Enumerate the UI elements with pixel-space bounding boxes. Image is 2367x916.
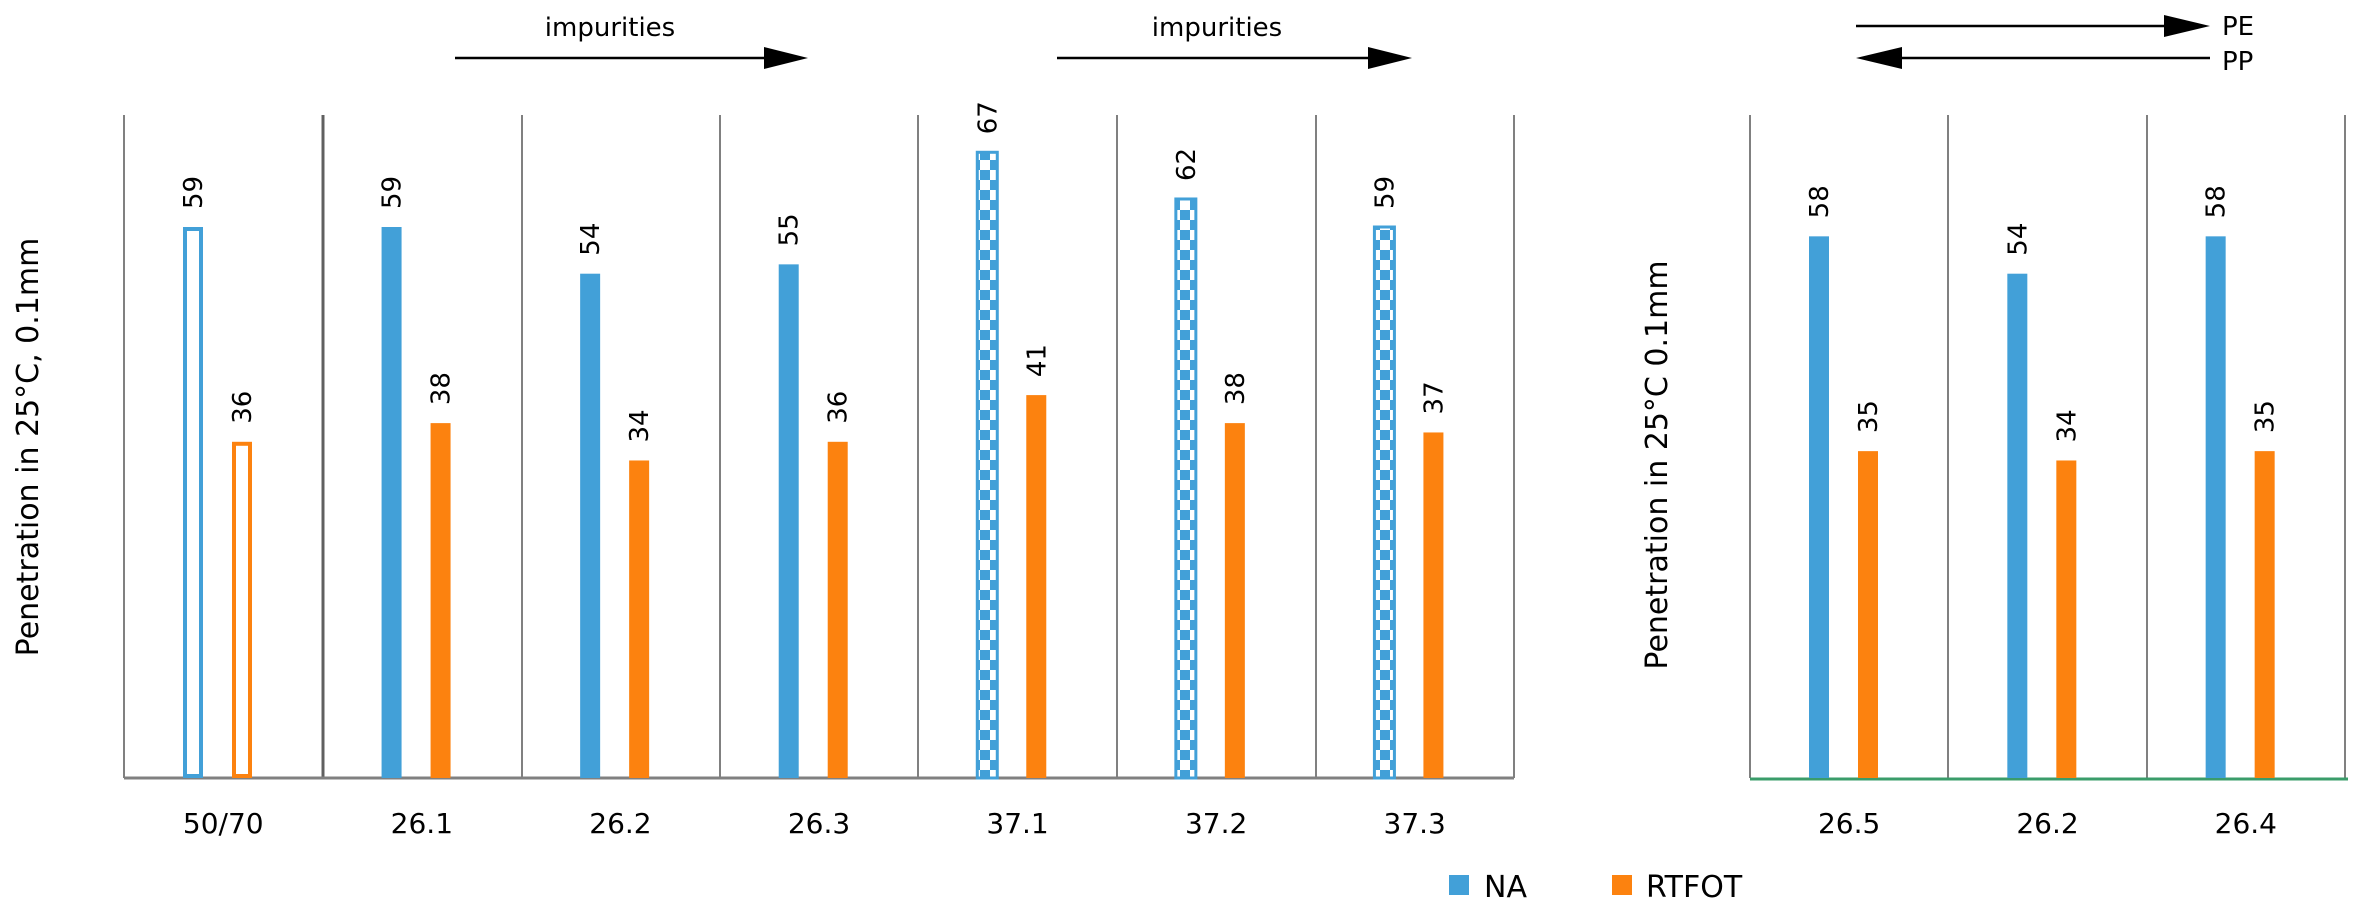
left-y-axis-label: Penetration in 25°C, 0.1mm [11, 238, 46, 657]
right-tick-label-26.5: 26.5 [1818, 807, 1880, 840]
pe-label: PE [2222, 12, 2254, 42]
left-data-label-na-50/70: 59 [179, 176, 209, 209]
left-data-label-rtfot-26.3: 36 [824, 391, 854, 424]
left-bar-rtfot-37.2 [1224, 423, 1245, 778]
left-tick-label-26.2: 26.2 [589, 807, 651, 840]
legend-swatch-na [1449, 875, 1469, 895]
left-bar-na-37.1 [975, 150, 999, 780]
left-data-label-na-37.2: 62 [1172, 148, 1202, 181]
right-data-label-na-26.5: 58 [1805, 185, 1835, 218]
left-marks: 59 36 50/70 59 38 26.1 54 34 26.2 55 36 26.3 67 41 37.… [179, 101, 1449, 840]
right-bar-na-26.5 [1809, 236, 1829, 778]
right-tick-label-26.4: 26.4 [2215, 807, 2277, 840]
left-tick-label-50/70: 50/70 [183, 807, 264, 840]
impurities-label-2: impurities [1152, 13, 1282, 43]
left-data-label-rtfot-37.2: 38 [1221, 372, 1251, 405]
left-bar-rtfot-37.1 [1026, 395, 1047, 778]
right-data-label-rtfot-26.5: 35 [1854, 400, 1884, 433]
right-category-dividers [1749, 115, 2346, 778]
impurities-arrow-1-head-icon [764, 47, 808, 69]
right-bar-rtfot-26.2 [2056, 460, 2077, 778]
right-bar-rtfot-26.5 [1858, 451, 1878, 778]
left-bar-na-26.3 [778, 264, 799, 778]
chart-right: Penetration in 25°C 0.1mm 58 35 26.5 54 34 26… [1640, 12, 2348, 840]
left-bar-na-37.2 [1174, 197, 1198, 780]
left-tick-label-37.1: 37.1 [986, 807, 1048, 840]
right-data-label-rtfot-26.2: 34 [2052, 409, 2082, 442]
right-data-label-na-26.4: 58 [2202, 185, 2232, 218]
pp-arrow-head-icon [1856, 47, 1902, 69]
right-tick-label-26.2: 26.2 [2016, 807, 2078, 840]
pp-label: PP [2222, 47, 2253, 77]
left-bar-rtfot-37.3 [1423, 432, 1444, 778]
chart-left: Penetration in 25°C, 0.1mm 59 36 50/70 59 38… [11, 13, 1515, 840]
pe-arrow-head-icon [2164, 15, 2210, 37]
left-bar-na-26.1 [381, 227, 402, 778]
right-bar-na-26.2 [2007, 273, 2028, 778]
left-tick-label-37.2: 37.2 [1185, 807, 1247, 840]
left-tick-label-26.3: 26.3 [788, 807, 850, 840]
left-bar-rtfot-26.1 [430, 423, 451, 778]
legend-label-rtfot: RTFOT [1646, 870, 1743, 905]
left-bar-na-37.3 [1372, 225, 1396, 780]
right-data-label-rtfot-26.4: 35 [2251, 400, 2281, 433]
left-data-label-rtfot-26.2: 34 [625, 409, 655, 442]
legend-label-na: NA [1484, 870, 1527, 905]
left-tick-label-26.1: 26.1 [391, 807, 453, 840]
legend-swatch-rtfot [1612, 875, 1632, 895]
left-annotation-1: impurities [455, 13, 808, 69]
left-data-label-na-26.1: 59 [378, 176, 408, 209]
right-bar-rtfot-26.4 [2254, 451, 2275, 778]
left-data-label-na-26.2: 54 [576, 223, 606, 256]
impurities-arrow-2-head-icon [1368, 47, 1412, 69]
left-bar-rtfot-50/70 [232, 441, 252, 778]
impurities-label-1: impurities [545, 13, 675, 43]
right-data-label-na-26.2: 54 [2003, 223, 2033, 256]
left-data-label-rtfot-37.3: 37 [1419, 381, 1449, 414]
left-data-label-na-37.1: 67 [973, 101, 1003, 134]
left-bar-na-50/70 [183, 227, 203, 778]
left-bar-rtfot-26.2 [629, 460, 650, 778]
left-data-label-na-26.3: 55 [775, 213, 805, 246]
right-bar-na-26.4 [2205, 236, 2226, 778]
left-data-label-rtfot-37.1: 41 [1022, 344, 1052, 377]
left-annotation-2: impurities [1057, 13, 1412, 69]
left-data-label-rtfot-50/70: 36 [228, 391, 258, 424]
polymer-arrows: PE PP [1856, 12, 2254, 77]
left-data-label-rtfot-26.1: 38 [427, 372, 457, 405]
legend: NA RTFOT [1449, 870, 1743, 905]
left-data-label-na-37.3: 59 [1370, 176, 1400, 209]
right-marks: 58 35 26.5 54 34 26.2 58 35 26.4 [1805, 185, 2281, 840]
right-y-axis-label: Penetration in 25°C 0.1mm [1640, 260, 1675, 669]
left-bar-rtfot-26.3 [827, 441, 848, 778]
left-bar-na-26.2 [580, 273, 601, 778]
left-tick-label-37.3: 37.3 [1384, 807, 1446, 840]
left-category-dividers [123, 115, 1515, 778]
